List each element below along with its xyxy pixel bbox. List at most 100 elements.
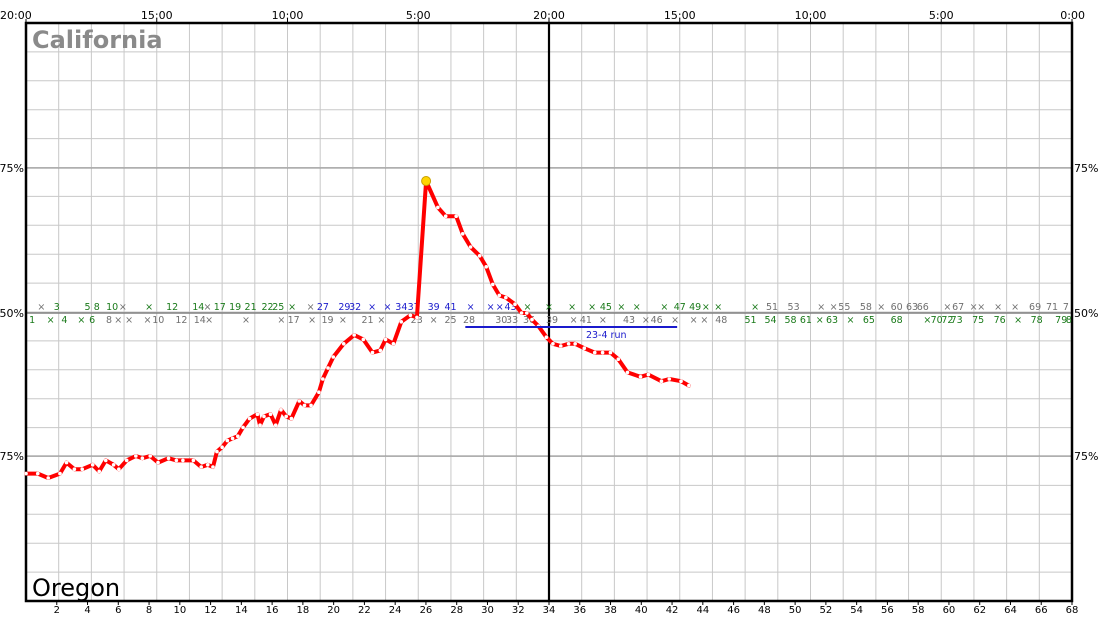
top-score-mark: 53 bbox=[788, 302, 800, 313]
bottom-score-mark: 39 bbox=[546, 315, 558, 326]
bottom-score-mark: 46 bbox=[651, 315, 663, 326]
series-point bbox=[225, 438, 230, 443]
time-tick-label: 15:00 bbox=[141, 9, 173, 22]
top-score-mark: 21 bbox=[245, 302, 257, 313]
bottom-score-mark: 12 bbox=[175, 315, 187, 326]
bottom-score-mark: 54 bbox=[764, 315, 776, 326]
series-point bbox=[573, 342, 577, 346]
series-point bbox=[80, 467, 85, 472]
top-score-mark: 41 bbox=[445, 302, 457, 313]
bottom-score-mark: 17 bbox=[288, 315, 300, 326]
series-point bbox=[497, 293, 502, 298]
series-point bbox=[273, 423, 278, 428]
series-point bbox=[134, 454, 138, 458]
y-tick-label-left: 75% bbox=[0, 162, 24, 175]
top-score-mark: 51 bbox=[766, 302, 778, 313]
bottom-score-mark: × bbox=[277, 315, 285, 326]
bottom-score-mark: × bbox=[570, 315, 578, 326]
bottom-score-mark: × bbox=[1014, 315, 1022, 326]
bottom-score-mark: 36 bbox=[523, 315, 535, 326]
event-tick-label: 62 bbox=[973, 605, 986, 616]
bottom-score-mark: 79 bbox=[1055, 315, 1067, 326]
series-point bbox=[608, 350, 613, 355]
event-tick-label: 28 bbox=[450, 605, 463, 616]
series-point bbox=[317, 390, 321, 395]
top-score-mark: 19 bbox=[229, 302, 241, 313]
series-point bbox=[638, 375, 643, 379]
event-tick-label: 10 bbox=[173, 605, 186, 616]
top-score-mark: 10 bbox=[106, 302, 118, 313]
series-point bbox=[460, 232, 465, 236]
top-score-mark: 22 bbox=[261, 302, 273, 313]
top-score-mark: 63 bbox=[906, 302, 918, 313]
series-point bbox=[326, 366, 330, 370]
event-tick-label: 44 bbox=[696, 605, 709, 616]
series-point bbox=[241, 425, 245, 430]
event-tick-label: 40 bbox=[635, 605, 648, 616]
top-score-mark: 8 bbox=[94, 302, 100, 313]
bottom-score-mark: 73 bbox=[951, 315, 963, 326]
bottom-score-mark: × bbox=[242, 315, 250, 326]
bottom-score-mark: 28 bbox=[463, 315, 475, 326]
series-point bbox=[399, 320, 404, 324]
top-score-mark: 12 bbox=[166, 302, 178, 313]
bottom-score-mark: 43 bbox=[623, 315, 635, 326]
bottom-score-mark: × bbox=[114, 315, 122, 326]
top-score-mark: × bbox=[877, 302, 885, 313]
top-score-mark: 67 bbox=[952, 302, 964, 313]
bottom-score-mark: 25 bbox=[445, 315, 457, 326]
bottom-score-mark: 61 bbox=[800, 315, 812, 326]
bottom-team-name: Oregon bbox=[32, 574, 120, 602]
series-point bbox=[191, 458, 196, 463]
series-point bbox=[58, 471, 62, 476]
series-point bbox=[361, 337, 366, 342]
bottom-score-mark: 19 bbox=[321, 315, 333, 326]
top-score-mark: 43 bbox=[504, 302, 516, 313]
bottom-score-mark: 70 bbox=[931, 315, 943, 326]
series-point bbox=[679, 379, 683, 384]
series-point bbox=[341, 342, 346, 346]
series-point bbox=[64, 460, 69, 465]
bottom-score-mark: 75 bbox=[972, 315, 984, 326]
bottom-score-mark: × bbox=[430, 315, 438, 326]
top-score-mark: 66 bbox=[917, 302, 929, 313]
top-score-mark: × bbox=[37, 302, 45, 313]
bottom-score-mark: × bbox=[47, 315, 55, 326]
series-point bbox=[262, 414, 266, 419]
top-score-mark: × bbox=[467, 302, 475, 313]
event-tick-label: 42 bbox=[666, 605, 679, 616]
top-score-mark: 58 bbox=[860, 302, 872, 313]
series-point bbox=[504, 295, 508, 300]
top-score-mark: × bbox=[633, 302, 641, 313]
series-point bbox=[97, 469, 102, 474]
top-score-mark: 49 bbox=[689, 302, 701, 313]
time-tick-label: 5:00 bbox=[929, 9, 954, 22]
top-score-mark: × bbox=[830, 302, 838, 313]
y-tick-label-left: 75% bbox=[0, 450, 24, 463]
series-point bbox=[513, 302, 517, 307]
event-tick-label: 64 bbox=[1004, 605, 1017, 616]
bottom-score-mark: × bbox=[125, 315, 133, 326]
event-tick-label: 16 bbox=[266, 605, 279, 616]
time-tick-label: 20:00 bbox=[0, 9, 32, 22]
y-tick-label-right: 75% bbox=[1074, 450, 1098, 463]
series-point bbox=[215, 449, 219, 454]
series-point bbox=[148, 454, 153, 458]
series-point bbox=[284, 414, 288, 419]
series-point bbox=[166, 456, 171, 461]
series-point bbox=[331, 355, 336, 359]
bottom-score-mark: × bbox=[816, 315, 824, 326]
series-point bbox=[477, 254, 482, 258]
top-score-mark: 37 bbox=[408, 302, 420, 313]
top-score-mark: × bbox=[545, 302, 553, 313]
bottom-score-mark: 63 bbox=[826, 315, 838, 326]
event-tick-label: 6 bbox=[115, 605, 121, 616]
series-point bbox=[279, 408, 283, 412]
series-point bbox=[454, 214, 458, 218]
top-team-name: California bbox=[32, 26, 163, 54]
event-tick-label: 12 bbox=[204, 605, 217, 616]
event-tick-label: 54 bbox=[850, 605, 863, 616]
top-score-mark: × bbox=[568, 302, 576, 313]
series-point bbox=[117, 467, 121, 472]
